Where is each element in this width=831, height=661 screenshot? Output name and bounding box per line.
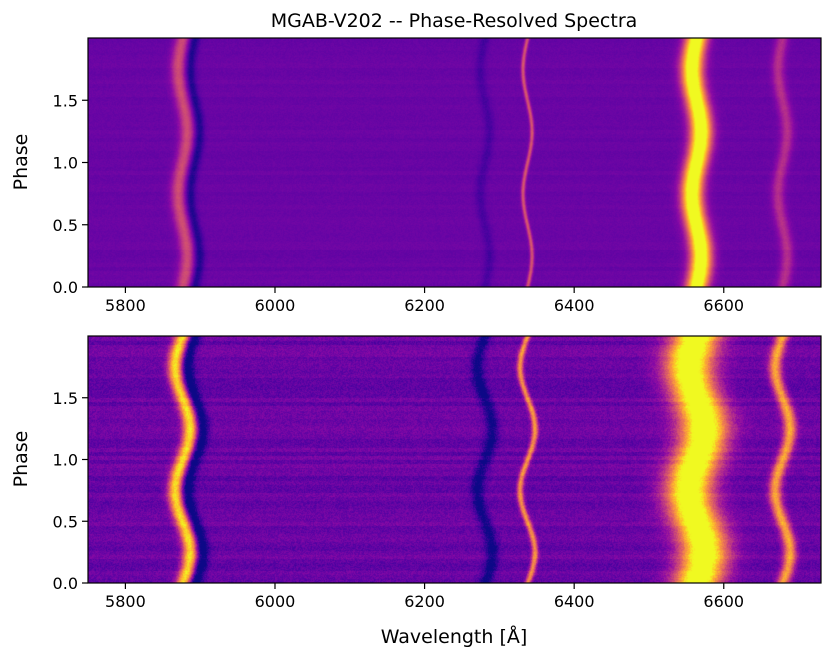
y-tick-label: 1.0 bbox=[53, 451, 78, 470]
y-tick-label: 0.5 bbox=[53, 512, 78, 531]
bottom-heatmap-container bbox=[88, 336, 821, 583]
top-y-ticks: 0.0 0.5 1.0 1.5 bbox=[53, 91, 88, 297]
x-axis-label: Wavelength [Å] bbox=[381, 625, 528, 648]
y-tick-label: 0.5 bbox=[53, 216, 78, 235]
chart-title: MGAB-V202 -- Phase-Resolved Spectra bbox=[271, 10, 638, 32]
bottom-y-ticks: 0.0 0.5 1.0 1.5 bbox=[53, 389, 88, 593]
y-tick-label: 1.5 bbox=[53, 389, 78, 408]
x-tick-label: 6400 bbox=[554, 296, 595, 315]
bottom-panel: 5800 6000 6200 6400 6600 0.00.51.01.5 Phase … bbox=[10, 335, 822, 648]
x-tick-label: 5800 bbox=[105, 296, 146, 315]
x-tick-label: 6200 bbox=[404, 296, 445, 315]
bottom-x-ticks: 5800 6000 6200 6400 6600 bbox=[105, 583, 744, 611]
y-tick-label: 1.0 bbox=[53, 154, 78, 173]
x-tick-label: 6600 bbox=[703, 592, 744, 611]
y-tick-label: 1.5 bbox=[53, 91, 78, 110]
x-tick-label: 6600 bbox=[703, 296, 744, 315]
x-tick-label: 5800 bbox=[105, 592, 146, 611]
x-tick-label: 6000 bbox=[255, 592, 296, 611]
top-heatmap-container bbox=[88, 38, 821, 287]
x-tick-label: 6400 bbox=[554, 592, 595, 611]
top-y-axis-label: Phase bbox=[10, 134, 32, 191]
y-tick-label: 0.0 bbox=[53, 278, 78, 297]
x-tick-label: 6000 bbox=[255, 296, 296, 315]
top-heatmap-image bbox=[88, 38, 821, 287]
top-panel: 5800 6000 6200 6400 6600 0.0 0.5 1.0 1.5 Phase bbox=[10, 37, 822, 315]
top-x-ticks: 5800 6000 6200 6400 6600 bbox=[105, 287, 744, 315]
x-tick-label: 6200 bbox=[404, 592, 445, 611]
bottom-heatmap-image bbox=[88, 336, 821, 583]
bottom-y-axis-label: Phase bbox=[10, 431, 32, 488]
y-tick-label: 0.0 bbox=[53, 574, 78, 593]
